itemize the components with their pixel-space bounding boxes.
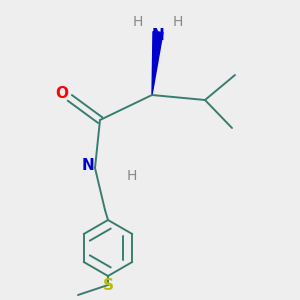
- Text: S: S: [103, 278, 113, 293]
- Text: H: H: [133, 15, 143, 29]
- Text: N: N: [82, 158, 94, 172]
- Text: O: O: [56, 85, 68, 100]
- Text: H: H: [127, 169, 137, 183]
- Text: H: H: [173, 15, 183, 29]
- Polygon shape: [152, 32, 163, 95]
- Text: N: N: [152, 28, 164, 43]
